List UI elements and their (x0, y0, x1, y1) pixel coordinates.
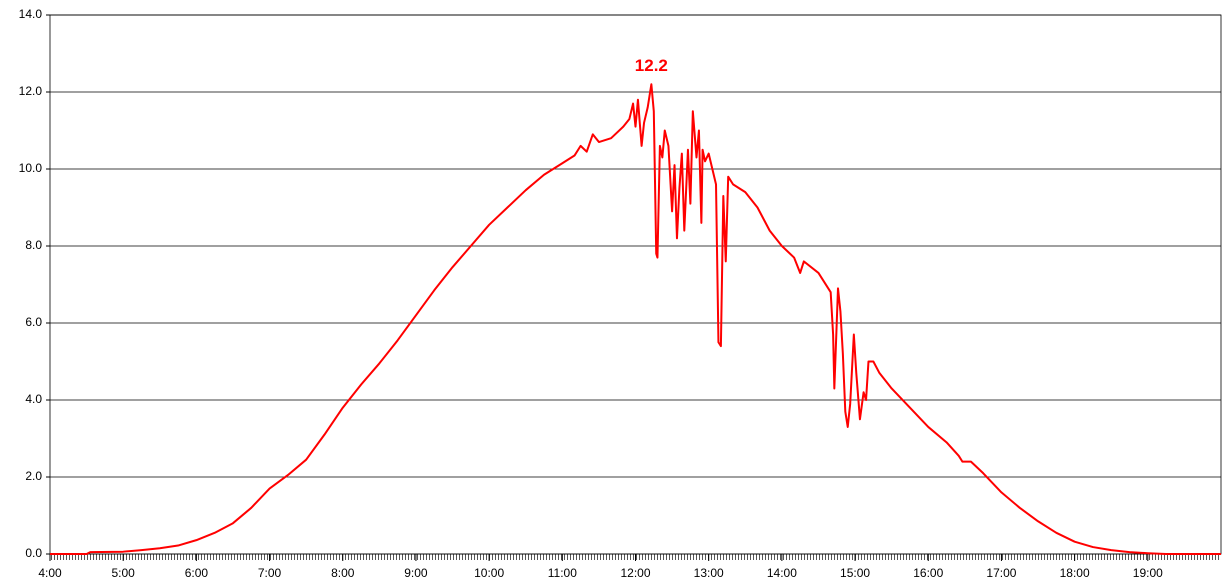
y-tick-label: 8.0 (25, 238, 42, 252)
y-tick-label: 14.0 (19, 7, 43, 21)
x-tick-label: 4:00 (38, 566, 62, 580)
x-tick-label: 11:00 (548, 566, 577, 580)
x-tick-label: 6:00 (185, 566, 209, 580)
x-tick-label: 15:00 (840, 566, 870, 580)
plot-frame (49, 14, 1222, 555)
annotation: 12.2 (635, 56, 668, 75)
x-tick-label: 8:00 (331, 566, 355, 580)
x-tick-label: 19:00 (1133, 566, 1163, 580)
x-tick-label: 12:00 (620, 566, 650, 580)
x-tick-label: 14:00 (767, 566, 797, 580)
x-tick-label: 16:00 (913, 566, 943, 580)
y-tick-label: 0.0 (25, 546, 42, 560)
x-tick-label: 10:00 (474, 566, 504, 580)
line (50, 83, 1221, 555)
y-tick-label: 2.0 (25, 469, 42, 483)
x-tick-label: 7:00 (258, 566, 282, 580)
y-tick-label: 10.0 (19, 161, 43, 175)
x-tick-label: 9:00 (404, 566, 428, 580)
y-tick-label: 6.0 (25, 315, 42, 329)
y-tick-label: 12.0 (19, 84, 43, 98)
x-tick-label: 5:00 (112, 566, 136, 580)
x-tick-label: 17:00 (986, 566, 1016, 580)
y-tick-label: 4.0 (25, 392, 42, 406)
x-tick-label: 18:00 (1060, 566, 1090, 580)
x-tick-label: 13:00 (694, 566, 724, 580)
